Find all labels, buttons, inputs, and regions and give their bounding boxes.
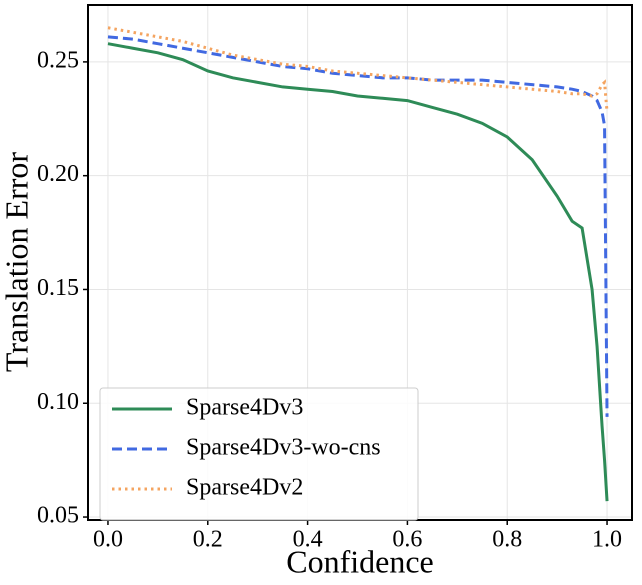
series-line <box>107 35 609 417</box>
x-axis-label: Confidence <box>286 543 434 579</box>
y-tick-label: 0.15 <box>37 275 79 301</box>
x-tick-label: 0.8 <box>492 527 522 553</box>
y-axis-label: Translation Error <box>0 152 34 372</box>
x-tick-label: 1.0 <box>592 527 622 553</box>
series-line <box>107 26 609 113</box>
legend-label: Sparse4Dv2 <box>186 475 303 501</box>
y-tick-label: 0.25 <box>37 47 79 73</box>
series-line <box>107 42 609 502</box>
y-tick-label: 0.10 <box>37 389 79 415</box>
legend-box <box>99 387 419 521</box>
x-tick-label: 0.2 <box>193 527 223 553</box>
y-tick-label: 0.05 <box>37 503 79 529</box>
x-tick-label: 0.0 <box>93 527 123 553</box>
y-tick-label: 0.20 <box>37 161 79 187</box>
x-tick-label: 0.6 <box>392 527 422 553</box>
legend-label: Sparse4Dv3 <box>186 395 303 421</box>
legend-label: Sparse4Dv3-wo-cns <box>186 435 381 461</box>
x-tick-label: 0.4 <box>293 527 323 553</box>
